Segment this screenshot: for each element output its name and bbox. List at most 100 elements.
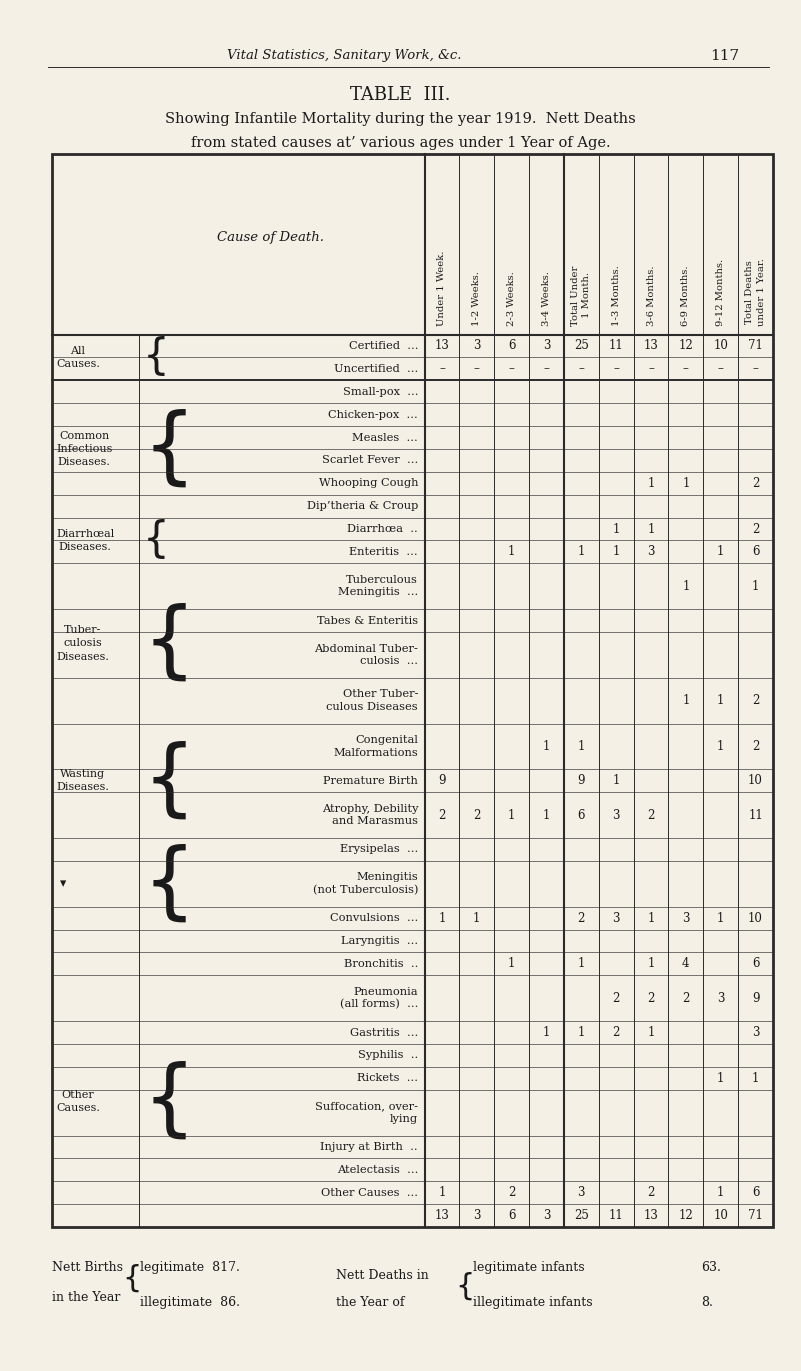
Text: 2: 2 (438, 809, 445, 821)
Text: 11: 11 (748, 809, 763, 821)
Text: 25: 25 (574, 340, 589, 352)
Text: 2: 2 (752, 740, 759, 753)
Text: 10: 10 (713, 1209, 728, 1222)
Text: Premature Birth: Premature Birth (324, 776, 418, 786)
Text: Tabes & Enteritis: Tabes & Enteritis (317, 616, 418, 625)
Text: Meningitis
(not Tuberculosis): Meningitis (not Tuberculosis) (312, 872, 418, 895)
Text: 1: 1 (578, 546, 585, 558)
Text: 2: 2 (752, 477, 759, 489)
Text: 11: 11 (609, 340, 623, 352)
Text: Certified  ...: Certified ... (348, 341, 418, 351)
Text: Injury at Birth  ..: Injury at Birth .. (320, 1142, 418, 1152)
Text: Pneumonia
(all forms)  ...: Pneumonia (all forms) ... (340, 987, 418, 1009)
Text: 2: 2 (473, 809, 481, 821)
Text: 3: 3 (613, 809, 620, 821)
Text: 1: 1 (543, 740, 550, 753)
Text: 2: 2 (752, 522, 759, 536)
Text: –: – (544, 362, 549, 376)
Text: 63.: 63. (701, 1261, 721, 1274)
Text: –: – (474, 362, 480, 376)
Text: Convulsions  ...: Convulsions ... (330, 913, 418, 923)
Text: 1: 1 (717, 1072, 724, 1084)
Text: 1: 1 (438, 912, 445, 924)
Text: {: { (143, 520, 169, 562)
Text: Suffocation, over-
lying: Suffocation, over- lying (315, 1101, 418, 1124)
Text: 3: 3 (543, 1209, 550, 1222)
Text: 1: 1 (473, 912, 481, 924)
Text: Uncertified  ...: Uncertified ... (334, 363, 418, 374)
Text: All
Causes.: All Causes. (56, 345, 100, 369)
Text: 2: 2 (752, 694, 759, 707)
Text: 13: 13 (434, 1209, 449, 1222)
Text: 2: 2 (613, 991, 620, 1005)
Text: 4: 4 (682, 957, 690, 971)
Text: Common
Infectious
Diseases.: Common Infectious Diseases. (56, 430, 112, 468)
Text: 1: 1 (717, 546, 724, 558)
Text: Congenital
Malformations: Congenital Malformations (333, 735, 418, 758)
Text: 71: 71 (748, 1209, 763, 1222)
Text: 1: 1 (508, 809, 515, 821)
Text: ▾: ▾ (60, 877, 66, 890)
Text: 71: 71 (748, 340, 763, 352)
Text: 10: 10 (748, 912, 763, 924)
Text: 13: 13 (643, 1209, 658, 1222)
Text: 1: 1 (647, 912, 654, 924)
Text: Showing Infantile Mortality during the year 1919.  Nett Deaths: Showing Infantile Mortality during the y… (165, 112, 636, 126)
Text: Small-pox  ...: Small-pox ... (343, 387, 418, 396)
Text: 1: 1 (717, 912, 724, 924)
Text: 1: 1 (613, 546, 620, 558)
Text: Gastritis  ...: Gastritis ... (350, 1027, 418, 1038)
Text: 2-3 Weeks.: 2-3 Weeks. (507, 271, 516, 326)
Text: 1: 1 (578, 1026, 585, 1039)
Text: Diarrhœa  ..: Diarrhœa .. (348, 524, 418, 535)
Text: 3-6 Months.: 3-6 Months. (646, 265, 655, 326)
Text: Tuber-
culosis
Diseases.: Tuber- culosis Diseases. (56, 625, 109, 662)
Text: 1: 1 (647, 957, 654, 971)
Text: 3: 3 (613, 912, 620, 924)
Text: –: – (578, 362, 584, 376)
Text: 1: 1 (717, 740, 724, 753)
Text: 2: 2 (508, 1186, 515, 1200)
Text: –: – (648, 362, 654, 376)
Text: 8.: 8. (701, 1296, 713, 1308)
Text: Syphilis  ..: Syphilis .. (358, 1050, 418, 1060)
Text: Enteritis  ...: Enteritis ... (349, 547, 418, 557)
Text: Chicken-pox  ...: Chicken-pox ... (328, 410, 418, 420)
Text: {: { (143, 409, 195, 489)
Text: Total Deaths
under 1 Year.: Total Deaths under 1 Year. (746, 258, 766, 326)
Text: 3-4 Weeks.: 3-4 Weeks. (542, 270, 551, 326)
Text: Laryngitis  ...: Laryngitis ... (341, 936, 418, 946)
Text: Erysipelas  ...: Erysipelas ... (340, 845, 418, 854)
Text: 9: 9 (578, 775, 585, 787)
Text: Wasting
Diseases.: Wasting Diseases. (56, 769, 109, 792)
Text: –: – (753, 362, 759, 376)
Text: 1: 1 (508, 546, 515, 558)
Text: –: – (614, 362, 619, 376)
Text: Atrophy, Debility
and Marasmus: Atrophy, Debility and Marasmus (322, 803, 418, 827)
Text: 2: 2 (578, 912, 585, 924)
Text: 1: 1 (717, 694, 724, 707)
Text: Atelectasis  ...: Atelectasis ... (336, 1165, 418, 1175)
Text: 10: 10 (748, 775, 763, 787)
Text: 1: 1 (752, 1072, 759, 1084)
Text: Bronchitis  ..: Bronchitis .. (344, 958, 418, 969)
Text: 25: 25 (574, 1209, 589, 1222)
Text: {: { (123, 1263, 142, 1293)
Text: 1: 1 (578, 957, 585, 971)
Text: legitimate infants: legitimate infants (473, 1261, 584, 1274)
Text: 2: 2 (613, 1026, 620, 1039)
Text: 10: 10 (713, 340, 728, 352)
Text: legitimate  817.: legitimate 817. (140, 1261, 240, 1274)
Text: Measles  ...: Measles ... (352, 432, 418, 443)
Text: 9-12 Months.: 9-12 Months. (716, 259, 725, 326)
Text: 1: 1 (578, 740, 585, 753)
Text: 13: 13 (434, 340, 449, 352)
Text: 6: 6 (508, 1209, 515, 1222)
Text: Abdominal Tuber-
culosis  ...: Abdominal Tuber- culosis ... (314, 644, 418, 666)
Text: TABLE  III.: TABLE III. (350, 86, 451, 104)
Text: {: { (143, 843, 195, 924)
Text: 1: 1 (682, 694, 690, 707)
Text: 1: 1 (508, 957, 515, 971)
Text: Scarlet Fever  ...: Scarlet Fever ... (322, 455, 418, 465)
Text: 3: 3 (717, 991, 724, 1005)
